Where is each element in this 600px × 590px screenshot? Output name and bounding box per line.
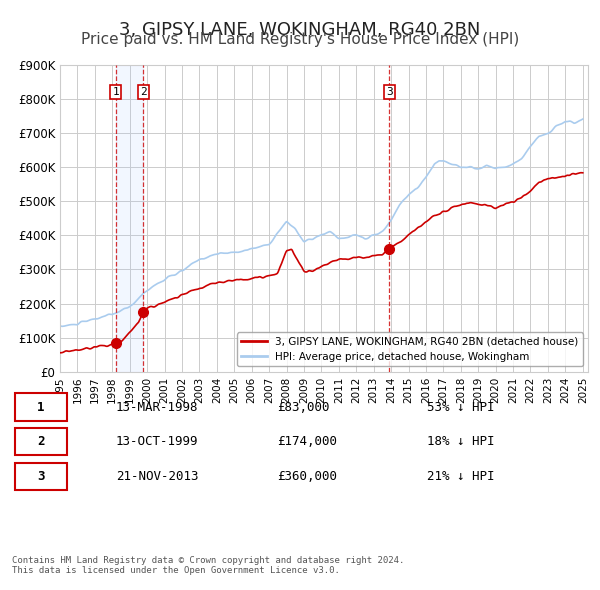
Text: 2: 2 — [37, 435, 44, 448]
Text: 3, GIPSY LANE, WOKINGHAM, RG40 2BN: 3, GIPSY LANE, WOKINGHAM, RG40 2BN — [119, 21, 481, 39]
Text: 3: 3 — [386, 87, 392, 97]
Text: £174,000: £174,000 — [277, 435, 337, 448]
Text: Contains HM Land Registry data © Crown copyright and database right 2024.
This d: Contains HM Land Registry data © Crown c… — [12, 556, 404, 575]
Text: 13-OCT-1999: 13-OCT-1999 — [116, 435, 198, 448]
Text: Price paid vs. HM Land Registry's House Price Index (HPI): Price paid vs. HM Land Registry's House … — [81, 32, 519, 47]
FancyBboxPatch shape — [15, 463, 67, 490]
Text: 53% ↓ HPI: 53% ↓ HPI — [427, 401, 494, 414]
FancyBboxPatch shape — [15, 394, 67, 421]
Text: 1: 1 — [37, 401, 44, 414]
Text: 13-MAR-1998: 13-MAR-1998 — [116, 401, 198, 414]
Bar — [116, 65, 143, 372]
Text: 2: 2 — [140, 87, 146, 97]
Legend: 3, GIPSY LANE, WOKINGHAM, RG40 2BN (detached house), HPI: Average price, detache: 3, GIPSY LANE, WOKINGHAM, RG40 2BN (deta… — [237, 333, 583, 366]
Text: 21-NOV-2013: 21-NOV-2013 — [116, 470, 198, 483]
Text: 1: 1 — [112, 87, 119, 97]
Text: 21% ↓ HPI: 21% ↓ HPI — [427, 470, 494, 483]
Text: 18% ↓ HPI: 18% ↓ HPI — [427, 435, 494, 448]
FancyBboxPatch shape — [15, 428, 67, 455]
Text: 3: 3 — [37, 470, 44, 483]
Text: £83,000: £83,000 — [277, 401, 329, 414]
Text: £360,000: £360,000 — [277, 470, 337, 483]
